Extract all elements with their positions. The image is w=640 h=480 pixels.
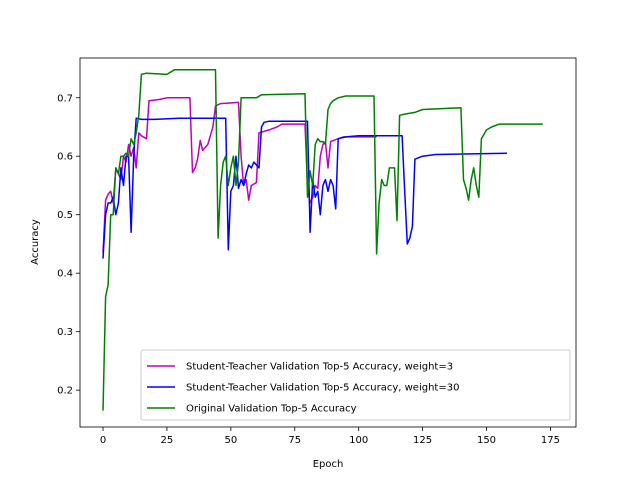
x-tick-label: 75 [288,435,301,446]
y-axis-ticks: 0.2 0.3 0.4 0.5 0.6 0.7 [57,93,80,397]
x-tick-label: 125 [413,435,432,446]
x-tick-label: 50 [224,435,237,446]
y-tick-label: 0.4 [57,269,73,280]
x-tick-label: 175 [541,435,560,446]
legend: Student-Teacher Validation Top-5 Accurac… [140,349,571,421]
y-axis-label: Accuracy [30,219,41,265]
legend-label: Student-Teacher Validation Top-5 Accurac… [186,383,459,394]
y-tick-label: 0.3 [57,327,73,338]
series-line-3 [102,68,543,411]
legend-label: Student-Teacher Validation Top-5 Accurac… [186,362,453,373]
y-tick-label: 0.7 [57,93,73,104]
x-tick-label: 100 [349,435,368,446]
x-tick-label: 150 [477,435,496,446]
y-tick-label: 0.6 [57,152,73,163]
series-layer [102,68,543,411]
plot-frame [79,57,577,428]
x-tick-label: 25 [161,435,174,446]
legend-label: Original Validation Top-5 Accuracy [186,404,357,415]
series-line-2 [102,117,508,259]
x-axis-label: Epoch [313,459,344,470]
x-axis-ticks: 0 25 50 75 100 125 150 175 [100,427,560,446]
y-tick-label: 0.5 [57,210,73,221]
x-tick-label: 0 [100,435,106,446]
legend-box [140,349,571,421]
y-tick-label: 0.2 [57,386,73,397]
